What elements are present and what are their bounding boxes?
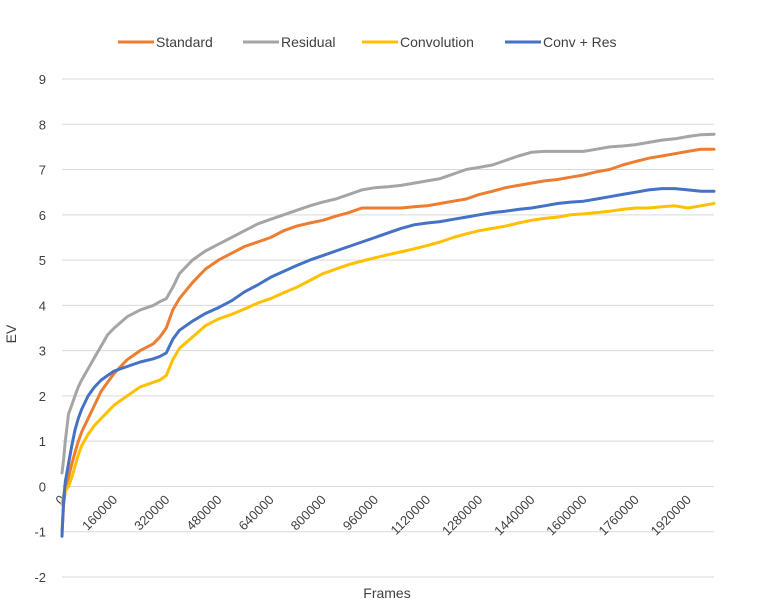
y-axis-title: EV [3,324,19,343]
x-tick-label: 800000 [288,492,329,533]
y-tick-label: 1 [39,434,46,449]
legend: Standard Residual Convolution Conv + Res [118,34,617,50]
legend-label: Standard [156,34,213,50]
series-line-standard [60,147,716,534]
legend-label: Conv + Res [543,34,617,50]
y-axis: -2 -1 0 1 2 3 4 5 6 7 8 9 [34,72,46,585]
legend-label: Convolution [400,34,474,50]
y-tick-label: 3 [39,344,46,359]
x-tick-label: 480000 [183,492,224,533]
y-tick-label: 7 [39,163,46,178]
y-tick-label: 5 [39,253,46,268]
series-line-residual [60,132,716,475]
y-tick-label: 0 [39,479,46,494]
x-axis-title: Frames [363,585,410,601]
y-tick-label: 4 [39,298,46,313]
x-tick-label: 160000 [79,492,120,533]
x-tick-label: 640000 [235,492,276,533]
series-line-convolution [60,202,716,507]
series-lines [60,132,716,538]
y-tick-label: 6 [39,208,46,223]
x-tick-label: 320000 [131,492,172,533]
y-tick-label: -1 [34,525,46,540]
x-tick-label: 960000 [340,492,381,533]
series-line-conv-res [60,187,716,538]
x-tick-label: 1120000 [388,492,434,538]
y-tick-label: 2 [39,389,46,404]
legend-label: Residual [281,34,335,50]
y-tick-label: 8 [39,117,46,132]
y-tick-label: -2 [34,570,46,585]
y-tick-label: 9 [39,72,46,87]
